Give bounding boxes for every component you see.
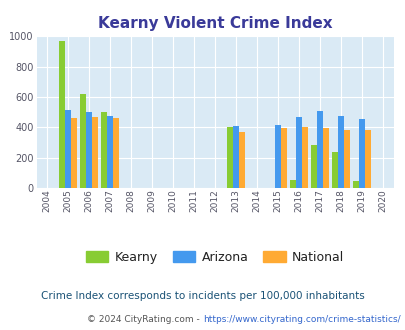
Bar <box>358 118 364 188</box>
Text: © 2024 CityRating.com -: © 2024 CityRating.com - <box>87 315 202 324</box>
Bar <box>233 126 239 188</box>
Text: Crime Index corresponds to incidents per 100,000 inhabitants: Crime Index corresponds to incidents per… <box>41 291 364 301</box>
Bar <box>86 112 92 188</box>
Bar <box>332 152 337 188</box>
Bar <box>275 125 281 188</box>
Bar <box>65 110 71 188</box>
Text: https://www.cityrating.com/crime-statistics/: https://www.cityrating.com/crime-statist… <box>202 315 400 324</box>
Bar <box>337 116 343 188</box>
Bar <box>311 145 317 188</box>
Bar <box>71 118 77 188</box>
Bar <box>239 132 245 188</box>
Legend: Kearny, Arizona, National: Kearny, Arizona, National <box>81 246 349 269</box>
Bar <box>113 118 119 188</box>
Bar <box>227 127 233 188</box>
Bar <box>101 112 107 188</box>
Bar <box>364 130 370 188</box>
Bar <box>322 128 328 188</box>
Bar <box>59 41 65 188</box>
Bar <box>80 94 86 188</box>
Bar <box>290 180 296 188</box>
Bar <box>301 127 307 188</box>
Bar <box>353 181 358 188</box>
Bar <box>92 117 98 188</box>
Bar <box>296 117 301 188</box>
Bar <box>317 111 322 188</box>
Bar <box>107 116 113 188</box>
Bar <box>281 128 286 188</box>
Title: Kearny Violent Crime Index: Kearny Violent Crime Index <box>98 16 332 31</box>
Bar <box>343 130 349 188</box>
